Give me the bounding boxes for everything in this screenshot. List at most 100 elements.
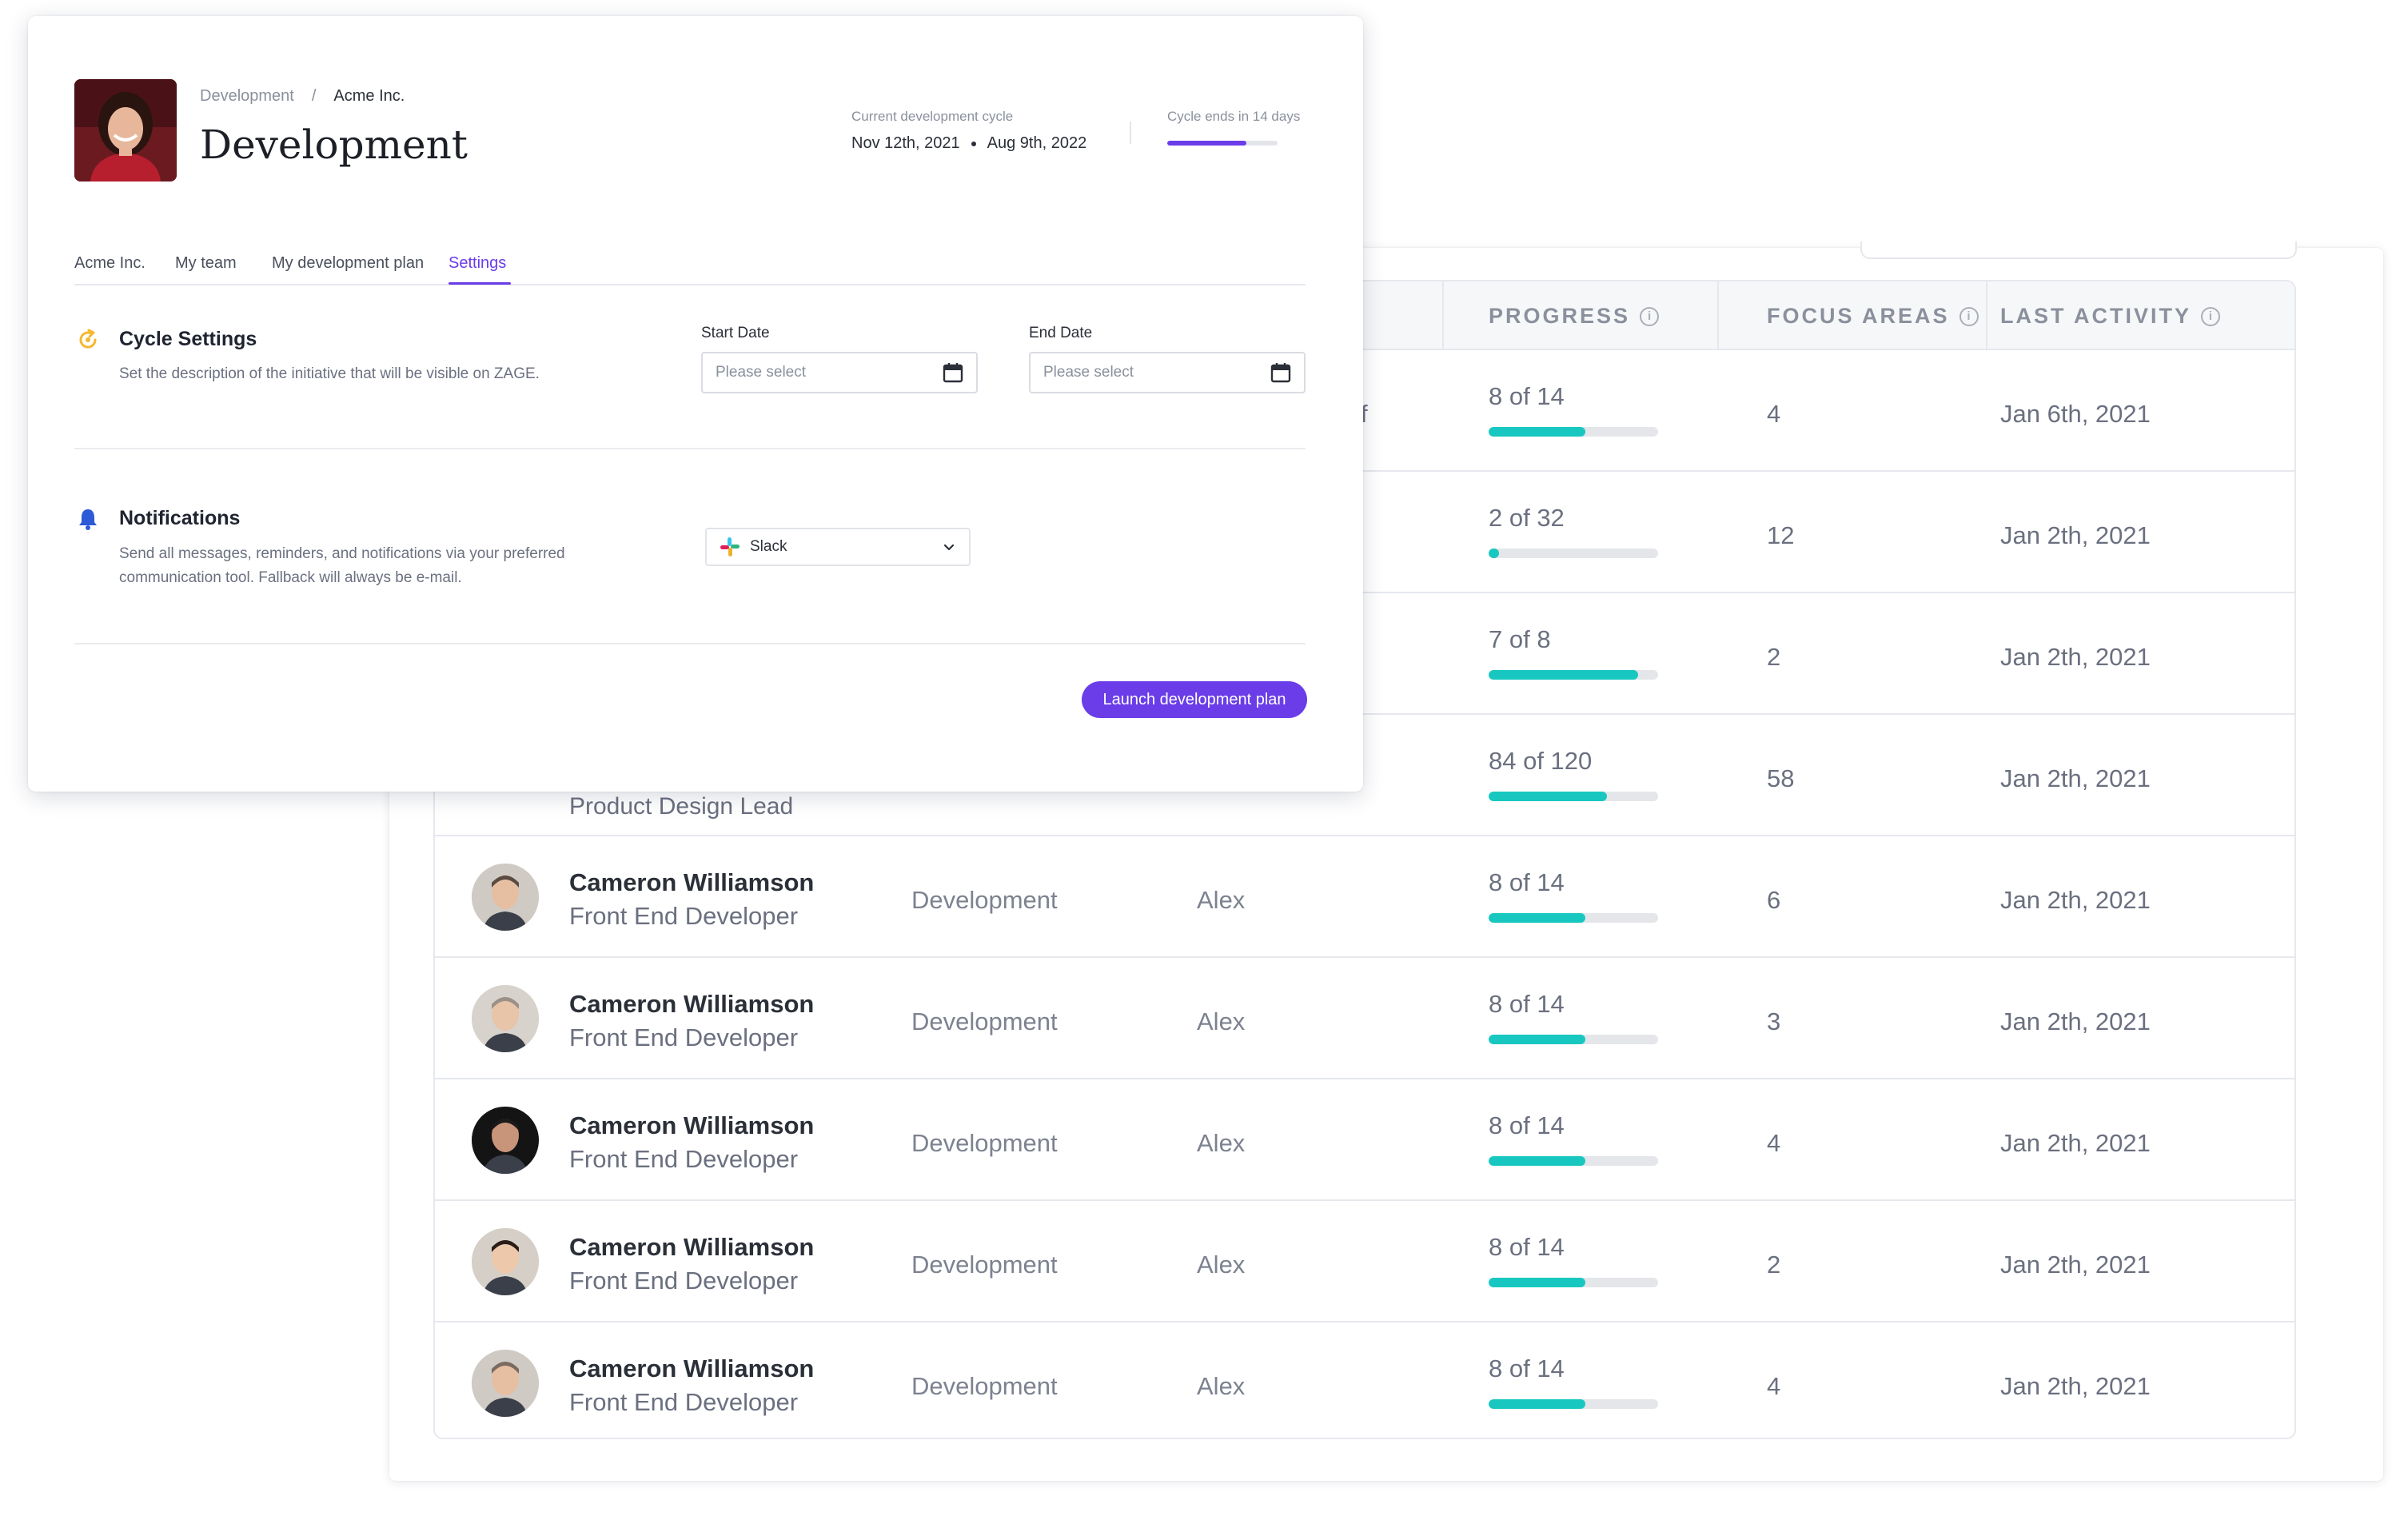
focus-areas-count: 2 — [1767, 643, 1781, 671]
focus-areas-count: 3 — [1767, 1007, 1781, 1035]
vertical-divider — [1130, 122, 1131, 144]
progress-bar — [1489, 427, 1658, 437]
progress-bar-fill — [1489, 792, 1608, 801]
member-role: Front End Developer — [569, 1388, 799, 1416]
start-date-input[interactable]: Please select — [701, 352, 978, 393]
end-date-label: End Date — [1029, 325, 1093, 341]
focus-areas-count: 4 — [1767, 1129, 1781, 1157]
progress-bar — [1489, 670, 1658, 680]
progress-bar — [1489, 1035, 1658, 1044]
progress-value: 7 of 8 — [1489, 625, 1551, 653]
column-separator — [1986, 281, 1987, 350]
avatar-image — [472, 1350, 539, 1417]
page-title: Development — [200, 122, 468, 168]
progress-bar-fill — [1489, 427, 1585, 437]
avatar — [472, 1350, 539, 1417]
notifications-description-line2: communication tool. Fallback will always… — [119, 569, 462, 586]
member-team: Development — [911, 1007, 1058, 1035]
member-manager: Alex — [1197, 1372, 1246, 1400]
member-name[interactable]: Cameron Williamson — [569, 1354, 815, 1382]
header-last-activity[interactable]: LAST ACTIVITY i — [2000, 304, 2220, 329]
focus-areas-count: 6 — [1767, 886, 1781, 914]
profile-photo — [74, 79, 177, 182]
member-role: Front End Developer — [569, 1023, 799, 1051]
progress-value: 8 of 14 — [1489, 1233, 1565, 1261]
member-team: Development — [911, 1372, 1058, 1400]
end-date-input[interactable]: Please select — [1029, 352, 1306, 393]
focus-areas-count: 58 — [1767, 764, 1795, 792]
member-manager: Alex — [1197, 1251, 1246, 1279]
progress-bar-fill — [1489, 1278, 1585, 1287]
member-team: Development — [911, 886, 1058, 914]
avatar — [472, 1228, 539, 1295]
calendar-icon[interactable] — [943, 362, 963, 383]
cycle-dates: Nov 12th, 2021 Aug 9th, 2022 — [851, 134, 1086, 153]
info-icon[interactable]: i — [1959, 306, 1979, 326]
member-manager: Alex — [1197, 1007, 1246, 1035]
breadcrumb-item-development[interactable]: Development — [200, 87, 294, 105]
table-row[interactable]: Cameron Williamson Front End Developer Dev… — [435, 836, 2294, 958]
table-row[interactable]: Cameron Williamson Front End Developer Dev… — [435, 1323, 2294, 1438]
cycle-start-date: Nov 12th, 2021 — [851, 134, 960, 152]
cycle-label: Current development cycle — [851, 109, 1014, 124]
cycle-ends-label: Cycle ends in 14 days — [1167, 109, 1301, 124]
progress-value: 84 of 120 — [1489, 747, 1593, 775]
member-name[interactable]: Cameron Williamson — [569, 1111, 815, 1139]
tab-my-team[interactable]: My team — [175, 254, 237, 272]
end-date-placeholder: Please select — [1043, 364, 1134, 381]
truncated-cell-text: f — [1361, 400, 1368, 428]
table-row[interactable]: Cameron Williamson Front End Developer Dev… — [435, 1201, 2294, 1323]
chevron-down-icon[interactable] — [942, 540, 956, 554]
progress-bar — [1489, 1278, 1658, 1287]
tab-settings[interactable]: Settings — [449, 254, 507, 272]
cycle-progress-bar — [1167, 141, 1278, 146]
notification-tool-select[interactable]: Slack — [705, 528, 971, 566]
header-focus-areas-label: FOCUS AREAS — [1767, 304, 1950, 328]
member-team: Development — [911, 1251, 1058, 1279]
cycle-settings-title: Cycle Settings — [119, 328, 257, 350]
member-name[interactable]: Cameron Williamson — [569, 1233, 815, 1261]
focus-areas-count: 4 — [1767, 400, 1781, 428]
start-date-placeholder: Please select — [716, 364, 807, 381]
bell-icon — [79, 509, 97, 530]
cycle-end-date: Aug 9th, 2022 — [987, 134, 1087, 152]
search-box-edge[interactable] — [1860, 241, 2297, 259]
table-row[interactable]: Cameron Williamson Front End Developer Dev… — [435, 958, 2294, 1079]
member-manager: Alex — [1197, 886, 1246, 914]
last-activity-date: Jan 2th, 2021 — [2000, 886, 2151, 914]
launch-development-plan-button[interactable]: Launch development plan — [1082, 681, 1307, 718]
avatar-image — [472, 1228, 539, 1295]
progress-bar-fill — [1489, 549, 1499, 558]
cycle-progress-fill — [1167, 141, 1247, 146]
header-progress[interactable]: PROGRESS i — [1489, 304, 1660, 329]
last-activity-date: Jan 2th, 2021 — [2000, 1251, 2151, 1279]
progress-bar-fill — [1489, 670, 1638, 680]
avatar-image — [472, 1107, 539, 1174]
member-manager: Alex — [1197, 1129, 1246, 1157]
last-activity-date: Jan 2th, 2021 — [2000, 643, 2151, 671]
tab-acme[interactable]: Acme Inc. — [74, 254, 146, 272]
header-focus-areas[interactable]: FOCUS AREAS i — [1767, 304, 1979, 329]
member-role: Front End Developer — [569, 902, 799, 930]
cycle-settings-description: Set the description of the initiative th… — [119, 365, 540, 382]
progress-bar-fill — [1489, 1156, 1585, 1166]
progress-value: 8 of 14 — [1489, 990, 1565, 1018]
member-name[interactable]: Cameron Williamson — [569, 990, 815, 1018]
breadcrumb-separator: / — [311, 87, 317, 105]
section-divider — [74, 448, 1306, 449]
calendar-icon[interactable] — [1270, 362, 1291, 383]
column-separator — [1717, 281, 1719, 350]
progress-bar-fill — [1489, 913, 1585, 923]
profile-photo-image — [74, 79, 177, 182]
breadcrumb-item-acme[interactable]: Acme Inc. — [333, 87, 405, 105]
last-activity-date: Jan 2th, 2021 — [2000, 1129, 2151, 1157]
info-icon[interactable]: i — [2201, 306, 2220, 326]
table-row[interactable]: Cameron Williamson Front End Developer Dev… — [435, 1079, 2294, 1201]
selected-tool-label: Slack — [750, 538, 787, 555]
tab-my-development-plan[interactable]: My development plan — [272, 254, 425, 272]
settings-card: Development / Acme Inc. Development Curr… — [28, 16, 1363, 792]
member-name[interactable]: Cameron Williamson — [569, 868, 815, 896]
progress-value: 2 of 32 — [1489, 504, 1565, 532]
info-icon[interactable]: i — [1640, 306, 1660, 326]
last-activity-date: Jan 2th, 2021 — [2000, 764, 2151, 792]
